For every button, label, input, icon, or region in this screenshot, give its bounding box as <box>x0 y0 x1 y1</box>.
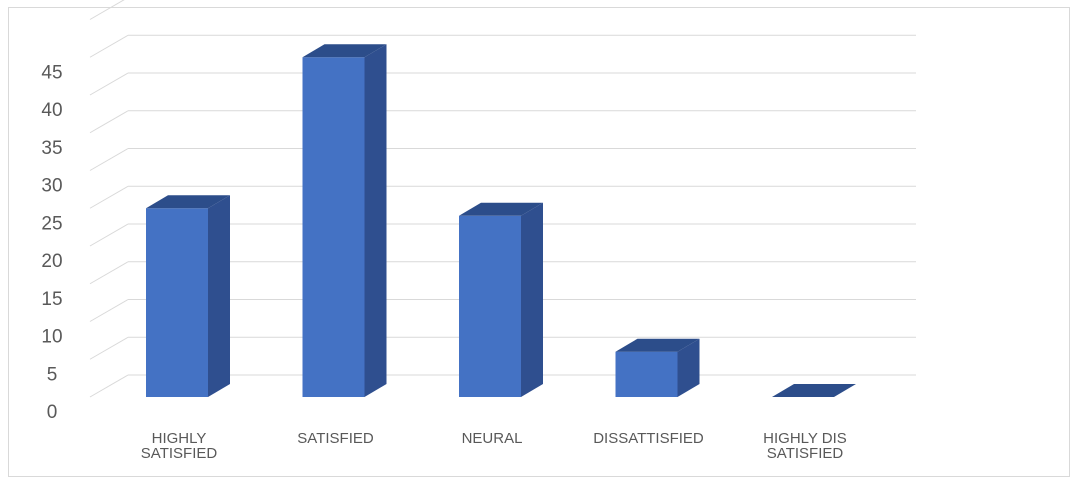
gridline <box>89 110 916 134</box>
bar <box>772 384 856 397</box>
gridline <box>89 72 916 96</box>
x-tick-label: HIGHLY DIS SATISFIED <box>763 430 847 462</box>
y-tick-label: 0 <box>47 402 58 423</box>
y-tick-label: 30 <box>41 176 62 197</box>
y-axis: 0 5 10 15 20 25 30 35 40 45 <box>41 62 62 423</box>
x-tick-label: SATISFIED <box>297 430 374 447</box>
bar <box>302 44 387 397</box>
bar <box>146 195 230 397</box>
bar <box>615 338 700 397</box>
y-tick-label: 45 <box>41 62 62 83</box>
x-tick-label: DISSATTISFIED <box>593 430 704 447</box>
x-axis: HIGHLY SATISFIED SATISFIED NEURAL DISSATTISF… <box>141 430 847 462</box>
gridline <box>89 0 125 20</box>
gridline <box>89 185 916 209</box>
bar-chart: 0 5 10 15 20 25 30 35 40 45 HIGHLY SATISFIED SATISF… <box>41 0 916 462</box>
x-tick-label: HIGHLY SATISFIED <box>141 430 218 462</box>
y-tick-label: 15 <box>41 289 62 310</box>
y-tick-label: 35 <box>41 138 62 159</box>
gridline <box>89 148 916 171</box>
y-tick-label: 25 <box>41 213 62 234</box>
bar <box>459 202 543 397</box>
gridline <box>89 34 916 58</box>
y-tick-label: 10 <box>41 327 62 348</box>
bars <box>146 44 856 397</box>
y-tick-label: 20 <box>41 251 62 272</box>
x-tick-label: NEURAL <box>462 430 523 447</box>
y-tick-label: 40 <box>41 100 62 121</box>
y-tick-label: 5 <box>47 364 58 385</box>
